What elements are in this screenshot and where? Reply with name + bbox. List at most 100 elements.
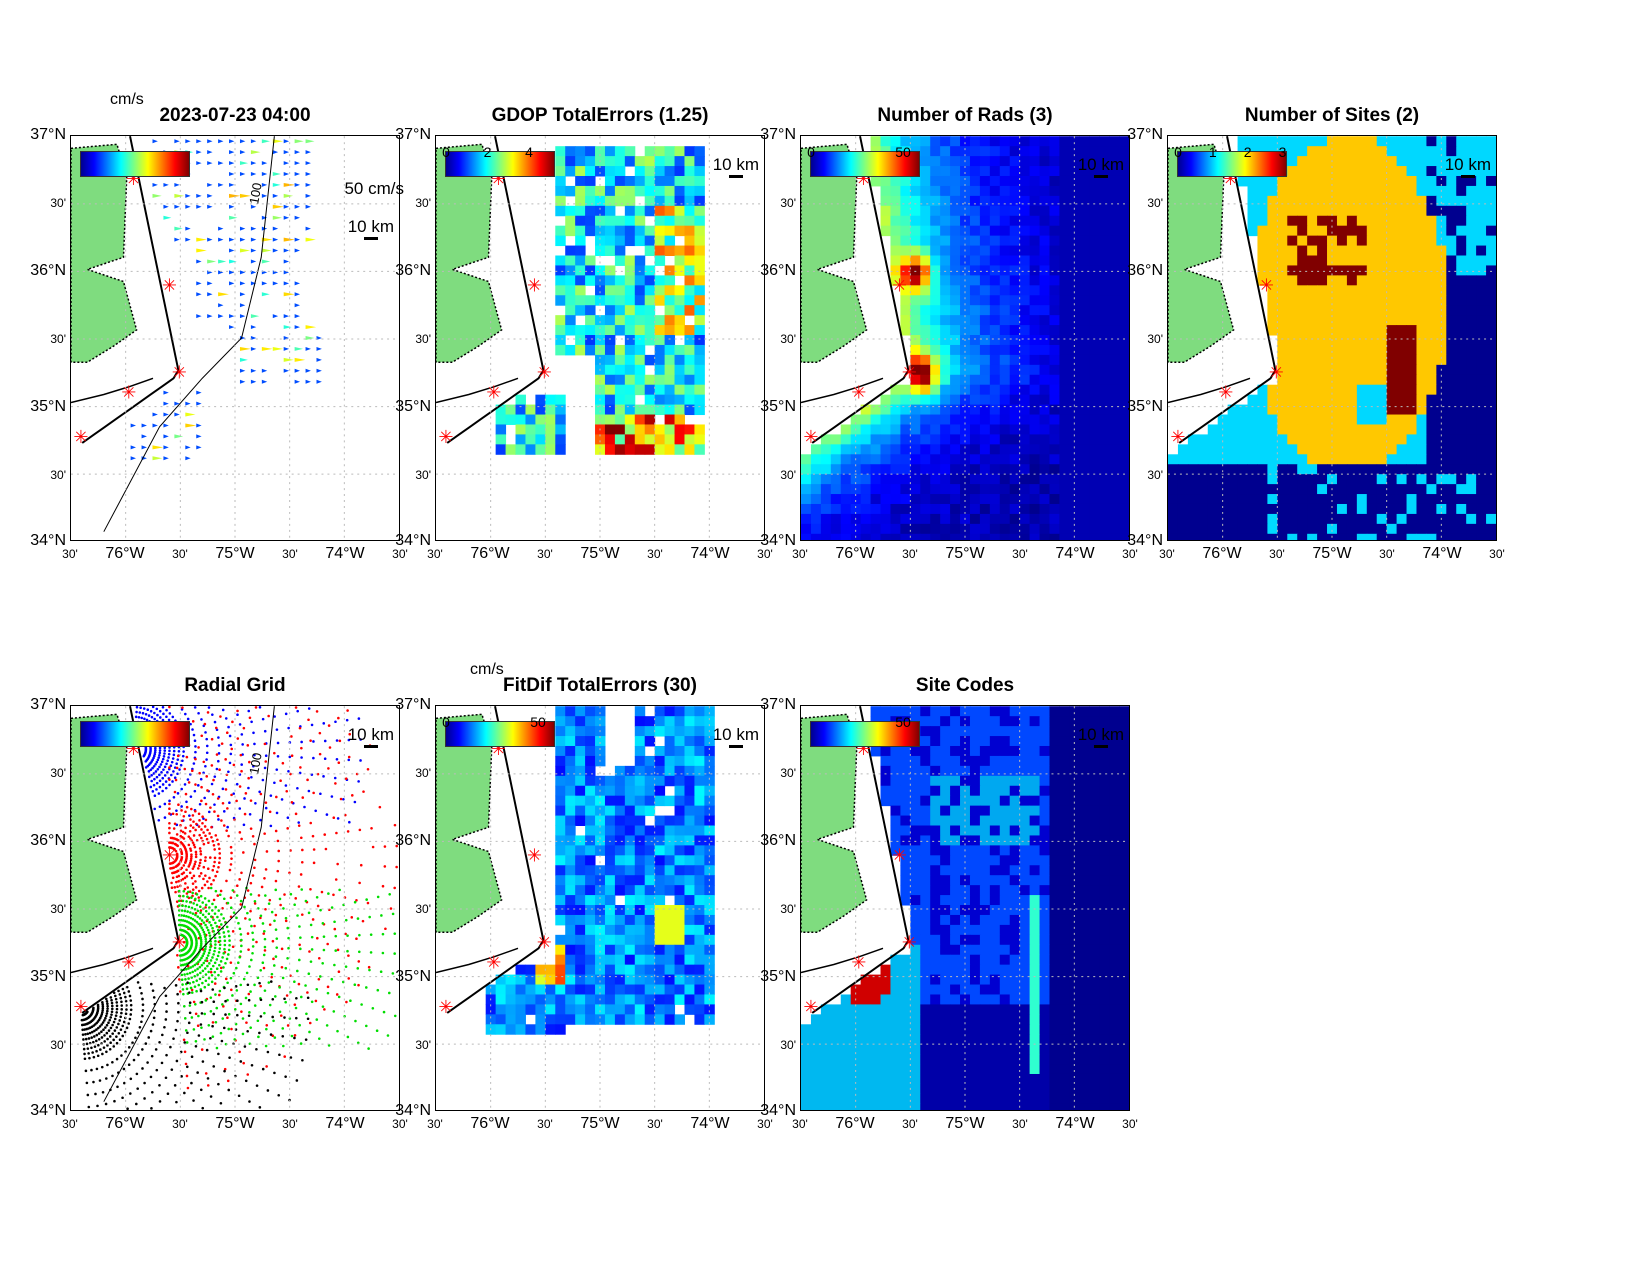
grid-cell: [1287, 146, 1298, 157]
radial-grid-point: [212, 778, 215, 782]
grid-cell: [1049, 195, 1060, 207]
radial-grid-point: [246, 932, 250, 935]
grid-cell: [1187, 523, 1199, 535]
grid-cell: [1307, 464, 1318, 475]
radial-grid-point: [334, 934, 338, 938]
grid-cell: [910, 335, 921, 346]
grid-cell: [900, 384, 911, 396]
current-vector: [294, 161, 301, 166]
grid-cell: [1099, 235, 1110, 247]
radial-grid-point: [191, 891, 194, 895]
grid-cell: [674, 175, 685, 187]
grid-cell: [684, 166, 695, 177]
grid-cell: [624, 354, 636, 366]
radial-grid-point: [222, 952, 225, 955]
grid-cell: [930, 384, 941, 396]
radial-grid-point: [228, 734, 232, 738]
radial-grid-point: [227, 934, 231, 938]
grid-cell: [1416, 394, 1427, 406]
grid-cell: [1416, 414, 1427, 425]
grid-cell: [880, 533, 891, 540]
grid-cell: [1049, 275, 1060, 286]
radial-grid-point: [181, 904, 184, 908]
grid-cell: [979, 533, 991, 540]
grid-cell: [1456, 354, 1467, 366]
grid-cell: [684, 245, 695, 256]
grid-cell: [525, 414, 536, 425]
grid-cell: [1486, 394, 1496, 406]
grid-cell: [1426, 245, 1437, 256]
radial-grid-point: [199, 777, 203, 781]
current-vector: [294, 248, 301, 253]
grid-cell: [1406, 474, 1417, 485]
grid-cell: [890, 434, 901, 445]
radial-grid-point: [281, 976, 285, 980]
grid-cell: [950, 335, 961, 346]
grid-cell: [1197, 494, 1209, 505]
grid-cell: [1257, 414, 1268, 425]
grid-cell: [900, 295, 911, 306]
grid-cell: [555, 404, 566, 416]
grid-cell: [810, 464, 822, 475]
grid-cell: [1376, 305, 1388, 316]
grid-cell: [979, 474, 991, 485]
grid-cell: [1356, 156, 1368, 167]
grid-cell: [1059, 265, 1070, 276]
radial-grid-point: [194, 855, 198, 859]
colorbar-tick-label: 50: [895, 144, 911, 160]
radial-grid-point: [217, 932, 221, 935]
grid-cell: [1456, 215, 1467, 227]
grid-cell: [1336, 394, 1348, 406]
grid-cell: [1396, 275, 1408, 286]
grid-cell: [890, 136, 901, 147]
radial-grid-point: [218, 847, 221, 851]
radial-grid-point: [204, 999, 208, 1002]
grid-cell: [890, 245, 901, 256]
radial-grid-point: [217, 736, 220, 739]
radial-grid-point: [253, 902, 257, 905]
grid-cell: [1177, 454, 1189, 465]
current-vector: [261, 368, 268, 373]
radial-grid-point: [224, 999, 227, 1003]
radial-grid-point: [393, 1014, 397, 1018]
grid-cell: [674, 215, 685, 227]
grid-cell: [960, 205, 971, 217]
grid-cell: [535, 414, 546, 425]
grid-cell: [979, 185, 991, 197]
radial-grid-point: [192, 980, 195, 984]
grid-cell: [1366, 275, 1378, 286]
radial-grid-point: [194, 897, 197, 901]
radial-grid-point: [347, 738, 351, 742]
current-vector: [261, 281, 268, 286]
grid-cell: [575, 335, 586, 346]
radial-grid-point: [187, 781, 191, 784]
radial-grid-point: [181, 877, 185, 881]
grid-cell: [1436, 195, 1447, 207]
grid-cell: [1019, 414, 1031, 425]
radial-grid-point: [182, 894, 185, 898]
grid-cell: [654, 354, 666, 366]
grid-cell: [1356, 414, 1368, 425]
current-vector: [185, 237, 191, 242]
radial-grid-point: [218, 861, 221, 864]
grid-cell: [1069, 175, 1080, 187]
radial-grid-point: [176, 754, 180, 758]
radial-grid-point: [239, 950, 243, 953]
grid-cell: [1346, 285, 1358, 296]
grid-cell: [920, 414, 931, 425]
grid-cell: [1456, 156, 1467, 167]
grid-cell: [1069, 235, 1080, 247]
current-vector: [294, 303, 301, 308]
grid-cell: [1426, 255, 1437, 266]
radial-grid-point: [106, 1009, 109, 1013]
grid-cell: [1267, 414, 1278, 425]
radial-grid-point: [181, 988, 185, 991]
grid-cell: [1446, 454, 1457, 465]
radial-grid-point: [246, 1073, 250, 1076]
radial-grid-point: [297, 982, 301, 986]
grid-cell: [1366, 474, 1378, 485]
grid-cell: [960, 146, 971, 157]
radial-grid-point: [229, 743, 233, 747]
grid-cell: [1287, 444, 1298, 455]
grid-cell: [1436, 205, 1447, 217]
